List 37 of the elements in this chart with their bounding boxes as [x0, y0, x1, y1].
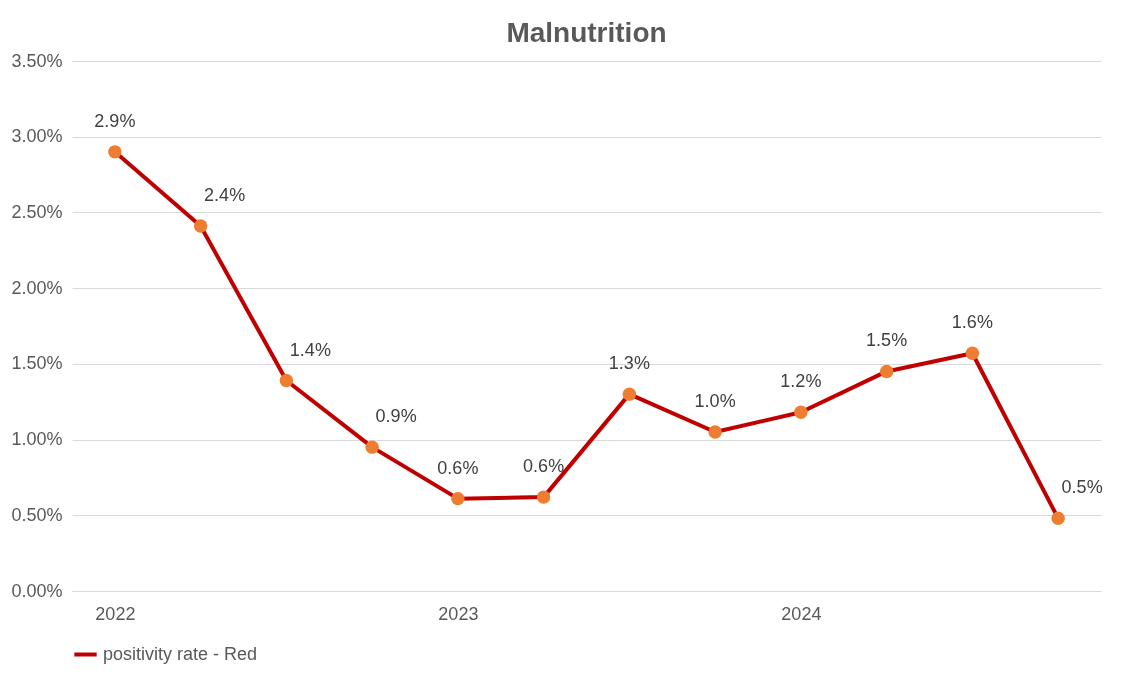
data-label: 1.3% — [608, 353, 650, 374]
chart-title: Malnutrition — [506, 17, 667, 48]
x-tick-label: 2024 — [781, 603, 822, 624]
y-tick-label: 3.00% — [11, 126, 63, 147]
y-tick-label: 3.50% — [11, 50, 63, 71]
x-tick-label: 2022 — [95, 603, 136, 624]
data-label: 1.0% — [694, 391, 736, 411]
point — [365, 440, 379, 454]
data-label: 0.9% — [375, 406, 417, 427]
point — [193, 219, 208, 233]
y-tick-label: 2.00% — [11, 277, 63, 298]
point — [279, 373, 294, 388]
y-tick-label: 0.00% — [11, 580, 63, 601]
point — [108, 145, 122, 159]
point — [1051, 511, 1065, 526]
y-tick-label: 1.00% — [11, 429, 63, 450]
data-label: 2.4% — [204, 185, 246, 206]
point — [622, 387, 637, 401]
x-tick-label: 2023 — [438, 603, 479, 624]
point — [451, 491, 465, 506]
y-tick-label: 0.50% — [11, 504, 63, 525]
legend-label: positivity rate - Red — [103, 643, 258, 664]
y-tick-label: 2.50% — [11, 201, 63, 222]
data-label: 1.4% — [289, 339, 331, 360]
data-label: 0.6% — [437, 457, 479, 478]
data-label: 1.2% — [780, 371, 822, 392]
point — [965, 346, 980, 360]
point — [708, 425, 722, 439]
data-label: 2.9% — [94, 110, 136, 131]
point — [794, 405, 808, 420]
data-label: 0.6% — [523, 456, 565, 477]
point — [536, 490, 551, 504]
data-label: 1.5% — [866, 330, 908, 351]
data-label: 0.5% — [1061, 477, 1103, 498]
point — [879, 364, 894, 379]
y-tick-label: 1.50% — [11, 353, 63, 374]
data-label: 1.6% — [951, 312, 993, 333]
